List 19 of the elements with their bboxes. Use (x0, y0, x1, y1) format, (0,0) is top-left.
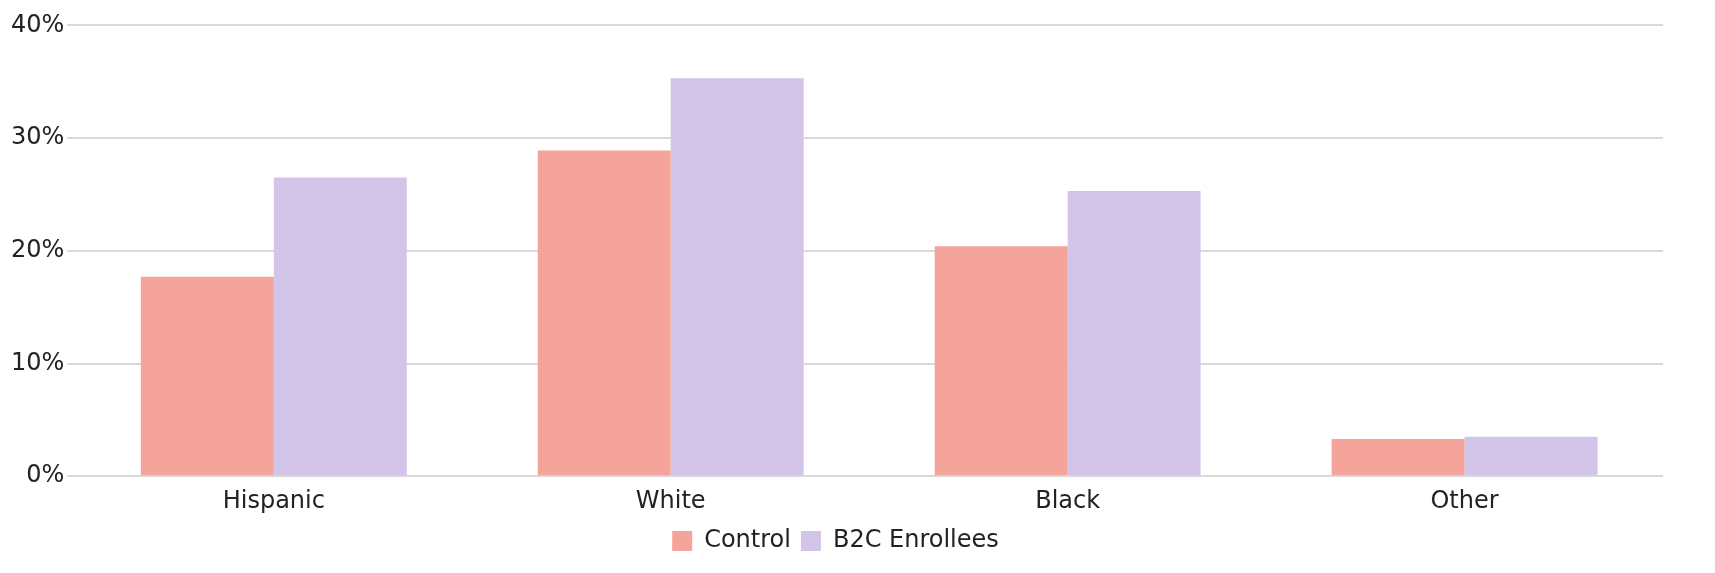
x-tick-label: Black (1035, 485, 1101, 514)
bar (670, 78, 804, 476)
bar (140, 276, 274, 476)
bar (1331, 439, 1465, 476)
bar (537, 150, 671, 476)
x-tick-label: White (635, 485, 706, 514)
bar (934, 246, 1068, 476)
x-tick-label: Hispanic (222, 485, 325, 514)
y-tick-label: 10% (11, 347, 65, 376)
legend-label: Control (704, 525, 791, 554)
bar (1067, 191, 1201, 476)
bar (273, 177, 407, 476)
legend-label: B2C Enrollees (832, 525, 999, 554)
y-tick-label: 0% (26, 460, 65, 489)
bar (1464, 436, 1598, 476)
y-tick-label: 30% (11, 122, 65, 151)
y-tick-label: 20% (11, 235, 65, 264)
y-tick-label: 40% (11, 9, 65, 38)
x-tick-label: Other (1430, 485, 1499, 514)
